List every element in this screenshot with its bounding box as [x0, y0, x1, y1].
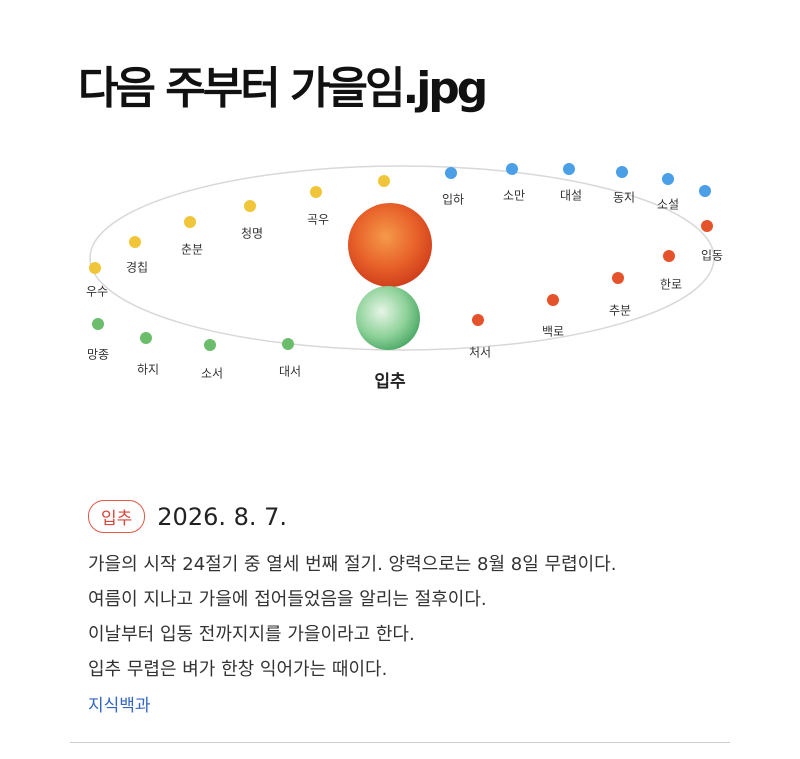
- solar-term-dot: [506, 163, 518, 175]
- solar-term-dot: [140, 332, 152, 344]
- source-link[interactable]: 지식백과: [88, 696, 151, 716]
- solar-term-label: 소설: [657, 198, 679, 212]
- solar-term-dot: [612, 272, 624, 284]
- solar-term-label: 동지: [613, 191, 635, 205]
- solar-term-dot: [663, 250, 675, 262]
- solar-term-dot: [699, 185, 711, 197]
- description-line: 입추 무렵은 벼가 한창 익어가는 때이다.: [88, 659, 388, 680]
- solar-term-label: 소만: [503, 189, 525, 203]
- solar-term-label: 추분: [609, 304, 631, 318]
- solar-term-label: 한로: [660, 278, 682, 292]
- description-line: 여름이 지나고 가을에 접어들었음을 알리는 절후이다.: [88, 589, 487, 610]
- solar-term-label: 대설: [560, 189, 582, 203]
- solar-term-dot: [378, 175, 390, 187]
- solar-term-dot: [547, 294, 559, 306]
- solar-term-label: 소서: [201, 367, 223, 381]
- solar-term-label: 입동: [701, 249, 723, 263]
- solar-term-dot: [310, 186, 322, 198]
- solar-term-dot: [472, 314, 484, 326]
- solar-term-dot: [616, 166, 628, 178]
- tag: 입추: [88, 500, 146, 533]
- solar-term-dot: [445, 167, 457, 179]
- solar-term-dot: [662, 173, 674, 185]
- solar-term-dot: [184, 216, 196, 228]
- solar-term-dot: [92, 318, 104, 330]
- solar-term-label: 입하: [442, 193, 464, 207]
- solar-term-label: 춘분: [181, 243, 203, 257]
- solar-term-label: 청명: [241, 227, 263, 241]
- solar-term-dot: [701, 220, 713, 232]
- solar-term-dot: [563, 163, 575, 175]
- date: 2026. 8. 7.: [157, 502, 288, 531]
- description-line: 이날부터 입동 전까지지를 가을이라고 한다.: [88, 624, 415, 645]
- earth: [356, 286, 420, 350]
- solar-term-dot: [282, 338, 294, 350]
- solar-term-dot: [244, 200, 256, 212]
- solar-term-dot: [204, 339, 216, 351]
- divider: [70, 742, 730, 743]
- solar-term-label: 대서: [279, 365, 301, 379]
- solar-term-label: 곡우: [307, 213, 329, 227]
- center-label: 입추: [374, 372, 406, 392]
- sun: [348, 203, 432, 287]
- description-line: 가을의 시작 24절기 중 열세 번째 절기. 양력으로는 8월 8일 무렵이다…: [88, 554, 617, 575]
- solar-term-label: 망종: [87, 348, 109, 362]
- solar-term-label: 하지: [137, 363, 159, 377]
- solar-term-dot: [89, 262, 101, 274]
- solar-term-label: 경칩: [126, 261, 148, 275]
- solar-term-label: 처서: [469, 346, 491, 360]
- solar-term-label: 백로: [542, 325, 564, 339]
- solar-term-label: 우수: [86, 285, 108, 299]
- description: 가을의 시작 24절기 중 열세 번째 절기. 양력으로는 8월 8일 무렵이다…: [88, 547, 738, 687]
- info-panel: 입추 2026. 8. 7. 가을의 시작 24절기 중 열세 번째 절기. 양…: [88, 500, 738, 716]
- solar-term-dot: [129, 236, 141, 248]
- title: 다음 주부터 가을임.jpg: [78, 63, 488, 114]
- orbit: [89, 165, 715, 351]
